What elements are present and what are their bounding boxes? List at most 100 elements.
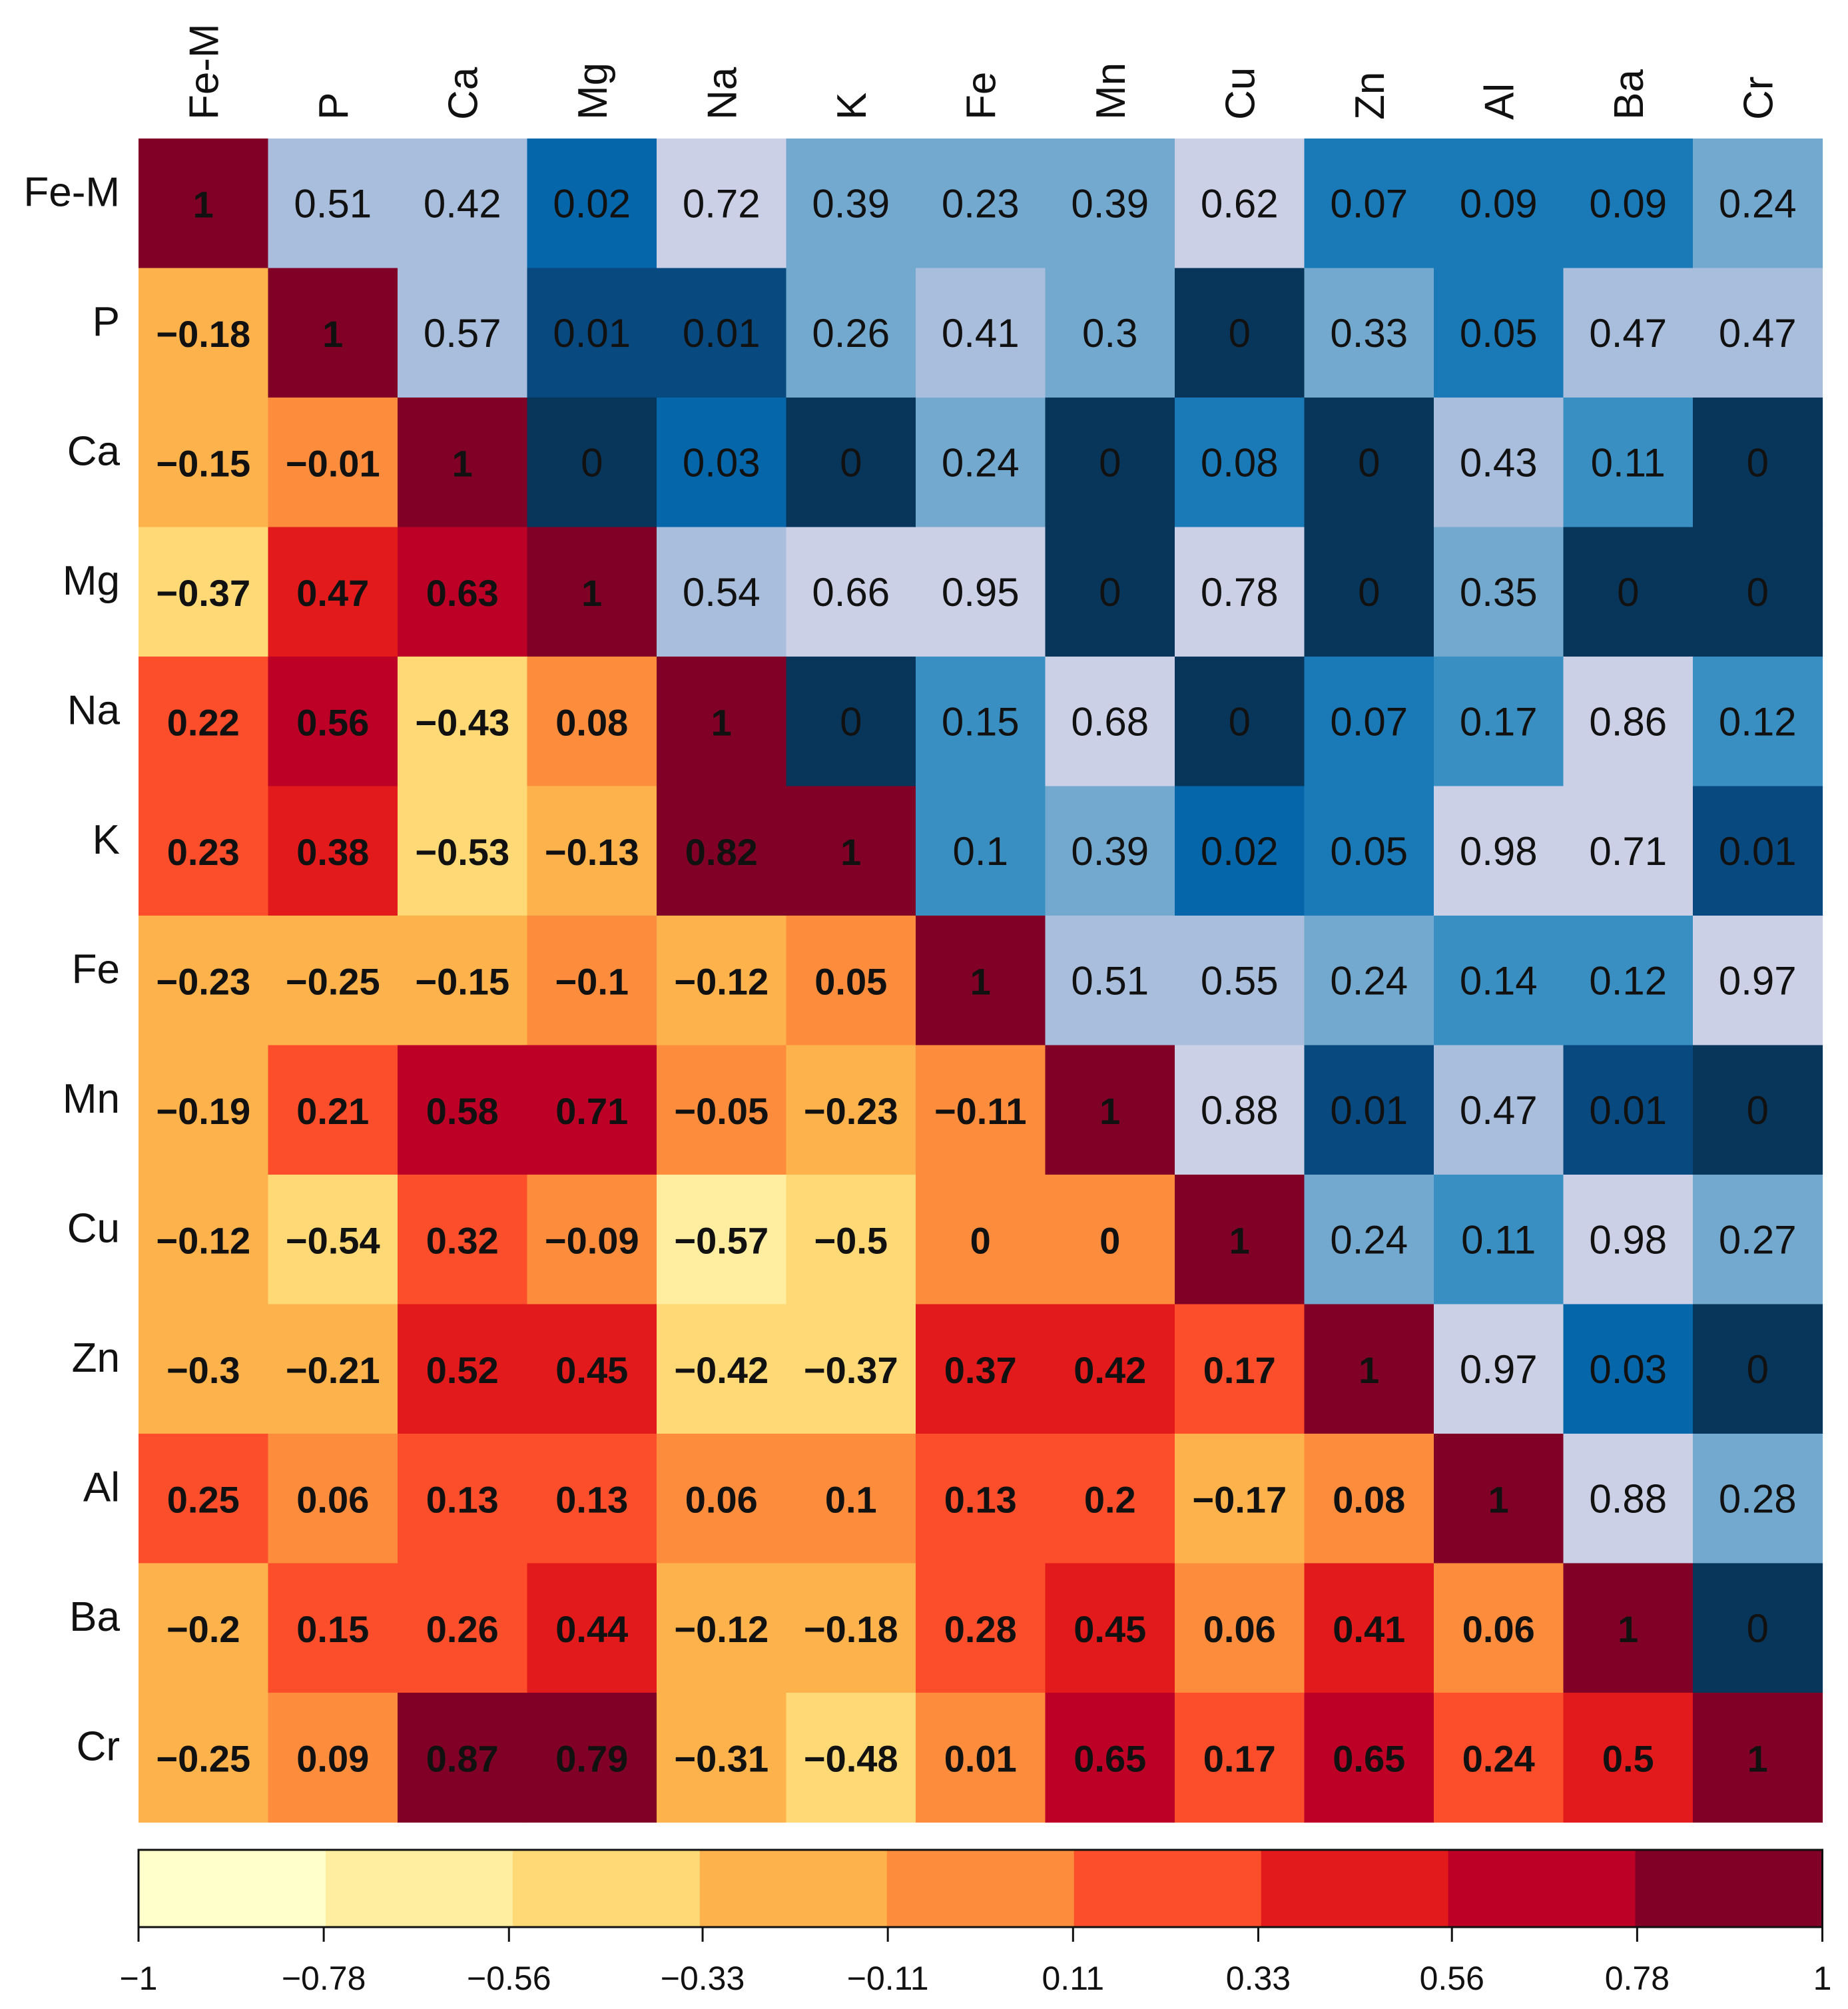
heatmap-cell [916,916,1046,1046]
cell-value: −0.57 [674,1219,769,1261]
cell-value: 0.37 [944,1349,1017,1391]
cell-value: 0 [1747,1606,1769,1651]
heatmap-cell [398,1434,528,1564]
cell-value: 0.01 [1719,829,1797,874]
heatmap-cell [1563,1045,1694,1175]
heatmap-cell [1434,657,1564,787]
cell-value: 0.21 [296,1090,369,1132]
heatmap-cell [139,139,269,269]
cell-value: 0.44 [555,1608,628,1650]
colorbar-tick-label: −0.56 [467,1960,551,1997]
heatmap-cell [1693,657,1823,787]
cell-value: 0.15 [296,1608,369,1650]
cell-value: 0.87 [426,1737,499,1779]
cell-value: 0.54 [683,570,761,615]
cell-value: 0.66 [812,570,890,615]
heatmap-cell [786,527,916,657]
heatmap-cell [1304,657,1434,787]
colorbar [137,1849,1823,1928]
cell-value: 0.24 [1462,1737,1535,1779]
cell-value: 0.28 [944,1608,1017,1650]
heatmap-cell [139,1693,269,1823]
heatmap-cell [1693,1434,1823,1564]
heatmap-cell [916,398,1046,528]
heatmap-cell [916,1304,1046,1434]
heatmap-cell [268,1175,398,1305]
cell-value: 0 [840,440,862,485]
cell-value: 0 [1747,1347,1769,1392]
heatmap-cell [268,657,398,787]
heatmap-cell [398,398,528,528]
heatmap-cell [1175,657,1305,787]
cell-value: 0 [581,440,603,485]
heatmap-cell [1175,1563,1305,1693]
cell-value: 0.39 [812,181,890,226]
colorbar-segment [886,1850,1075,1927]
cell-value: 0.32 [426,1219,499,1261]
colorbar-segment [1261,1850,1449,1927]
heatmap-cell [1304,268,1434,398]
column-label: Fe [958,72,1004,120]
heatmap-cell [786,916,916,1046]
cell-value: −0.42 [674,1349,769,1391]
heatmap-cell [1434,527,1564,657]
cell-value: 0.88 [1589,1476,1667,1521]
heatmap-cell [916,1563,1046,1693]
cell-value: 0.41 [1333,1608,1405,1650]
heatmap-cell [1563,1175,1694,1305]
heatmap-cell [1045,657,1175,787]
cell-value: 0.09 [296,1737,369,1779]
heatmap-cell [916,1693,1046,1823]
cell-value: 0.98 [1589,1217,1667,1262]
column-label: Al [1476,83,1522,120]
cell-value: −0.05 [674,1090,769,1132]
cell-value: 1 [1618,1608,1638,1650]
cell-value: −0.18 [804,1608,898,1650]
cell-value: 0.57 [424,311,501,356]
cell-value: 0.95 [942,570,1020,615]
cell-value: 0.06 [296,1478,369,1520]
cell-value: −0.37 [804,1349,898,1391]
heatmap-cell [268,1434,398,1564]
cell-value: 0.3 [1082,311,1137,356]
cell-value: 0.68 [1071,699,1149,744]
cell-value: −0.1 [555,960,629,1002]
heatmap-cell [1563,398,1694,528]
cell-value: 0.01 [553,311,631,356]
cell-value: 0.27 [1719,1217,1797,1262]
column-labels: Fe-M P Ca Mg Na K Fe Mn Cu Zn Al Ba Cr [181,23,1781,120]
heatmap-cell [268,527,398,657]
column-label: Cr [1735,77,1781,120]
cell-value: 0.01 [683,311,761,356]
cell-value: −0.3 [166,1349,240,1391]
heatmap-cell [398,786,528,916]
heatmap-cell [1693,139,1823,269]
colorbar-segment [139,1850,326,1927]
heatmap-cell [1175,1045,1305,1175]
cell-value: 0.24 [942,440,1020,485]
heatmap-cell [1045,398,1175,528]
cell-value: 0.35 [1460,570,1538,615]
heatmap-cell [1693,1175,1823,1305]
cell-value: −0.43 [415,701,509,743]
cell-value: 0.98 [1460,829,1538,874]
cell-value: −0.15 [156,442,250,484]
cell-value: 0.07 [1330,699,1408,744]
heatmap-cell [786,1693,916,1823]
heatmap-cell [1304,1434,1434,1564]
heatmap-cell [1693,786,1823,916]
heatmap-cell [1563,1693,1694,1823]
cell-value: 0.09 [1460,181,1538,226]
cell-value: 0.17 [1203,1349,1276,1391]
heatmap-cell [398,1304,528,1434]
heatmap-cell [657,139,787,269]
cell-value: 0.39 [1071,829,1149,874]
colorbar-tick-label: 0.11 [1042,1960,1105,1997]
heatmap-cell [398,1693,528,1823]
colorbar-segment [699,1850,888,1927]
cell-value: 1 [1747,1737,1768,1779]
heatmap-cell [139,268,269,398]
cell-value: 0.72 [683,181,761,226]
column-label: Ca [440,67,486,120]
